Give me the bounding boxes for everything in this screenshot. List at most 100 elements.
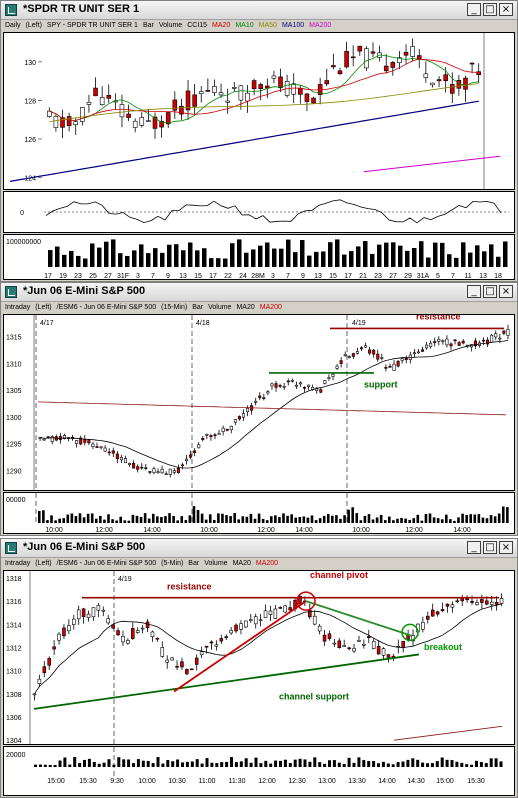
price-bar [165, 112, 171, 125]
volume-pane[interactable]: 20000 15:00 15:30 9:30 10:00 10:30 11:00 11:30 1… [3, 746, 515, 796]
volume-bar [217, 513, 220, 523]
volume-bar [74, 516, 78, 523]
price-bar [160, 647, 165, 657]
volume-bar [426, 763, 429, 767]
volume-bar [230, 243, 235, 267]
x-axis-label: 22 [224, 273, 232, 280]
price-bar [380, 357, 384, 359]
x-axis-label: 28M [251, 273, 265, 280]
chart-header: Intraday (Left) /ESM6 - Jun 06 E-Mini S&P … [5, 560, 283, 567]
x-axis-label: 17 [44, 273, 52, 280]
price-bar [351, 353, 355, 357]
volume-bar [494, 758, 498, 767]
header-field: MA200 [255, 560, 279, 567]
close-icon[interactable]: × [499, 3, 513, 16]
header-field: Daily [5, 22, 21, 29]
close-icon[interactable]: × [499, 285, 513, 298]
price-bar [263, 610, 268, 618]
volume-bar [58, 518, 61, 523]
volume-bar [405, 250, 410, 267]
maximize-icon[interactable]: □ [483, 541, 497, 554]
maximize-icon[interactable]: □ [483, 3, 497, 16]
volume-bar [503, 241, 508, 267]
price-bar [347, 356, 351, 358]
volume-bar [286, 239, 291, 267]
volume-bar [171, 761, 175, 767]
volume-bar [398, 245, 403, 267]
volume-bar [347, 509, 350, 523]
volume-bar [174, 244, 179, 267]
volume-bar [48, 764, 52, 767]
price-bar [271, 75, 277, 79]
price-bar [362, 644, 366, 646]
ma20-line [39, 340, 509, 469]
price-bar [86, 102, 92, 105]
channel-pivot-label: channel pivot [310, 571, 368, 580]
price-bar [443, 74, 448, 82]
volume-bar [356, 246, 361, 267]
price-bar [282, 386, 286, 388]
price-pane[interactable]: 1318 1316 1314 1312 1310 1308 1306 1304 4/19 resi… [3, 570, 515, 745]
cci-pane[interactable]: 0 [3, 191, 515, 233]
title-bar[interactable]: *SPDR TR UNIT SER 1 _ □ × [1, 1, 517, 20]
volume-bar [343, 515, 346, 523]
title-bar[interactable]: *Jun 06 E-Mini S&P 500 _ □ × [1, 283, 517, 302]
price-bar [376, 645, 381, 655]
volume-bar [314, 520, 318, 523]
price-bar [482, 339, 486, 342]
volume-bar [118, 253, 123, 267]
price-bar [37, 678, 42, 684]
price-bar [136, 466, 140, 470]
price-pane[interactable]: 1315 1310 1305 1300 1295 1290 4/17 4/18 4/19 resi… [3, 314, 515, 491]
maximize-icon[interactable]: □ [483, 285, 497, 298]
y-axis-label: 1295 [6, 442, 22, 449]
price-bar [430, 82, 435, 86]
header-field: MA20 [236, 304, 255, 311]
title-bar[interactable]: *Jun 06 E-Mini S&P 500 _ □ × [1, 539, 517, 558]
x-axis-label: 23 [74, 273, 82, 280]
price-bar [381, 648, 386, 656]
minimize-icon[interactable]: _ [467, 3, 481, 16]
price-bar [101, 609, 106, 612]
price-bar [253, 616, 258, 625]
price-bar [72, 618, 76, 625]
header-field: (Left) [35, 304, 52, 311]
price-bar [291, 83, 297, 95]
volume-bar [363, 515, 367, 523]
price-bar [266, 391, 270, 394]
volume-pane[interactable]: 100000000 17 19 23 25 27 31F 3 7 9 13 15 17 22 24 28M 3 7… [3, 234, 515, 280]
price-bar [344, 51, 349, 68]
price-bar [463, 77, 468, 90]
volume-bar [139, 516, 143, 523]
volume-bar [132, 250, 137, 267]
price-pane[interactable]: 130 128 126 124 [3, 32, 515, 190]
volume-bar [460, 762, 464, 767]
price-bar [201, 438, 205, 440]
price-bar [473, 340, 477, 347]
price-bar [93, 87, 98, 97]
x-axis-label: 24 [239, 273, 247, 280]
minimize-icon[interactable]: _ [467, 541, 481, 554]
price-bar [76, 609, 81, 620]
price-bar [66, 116, 72, 127]
volume-bar [501, 506, 505, 523]
header-field: MA100 [281, 22, 305, 29]
volume-bar [455, 761, 459, 767]
close-icon[interactable]: × [499, 541, 513, 554]
volume-pane[interactable]: 00000 10:00 12:00 14:00 10:00 12:00 14:00 10:00… [3, 492, 515, 534]
price-bar [371, 640, 376, 649]
price-bar [32, 693, 37, 696]
volume-bar [265, 520, 269, 523]
window-title: *SPDR TR UNIT SER 1 [23, 3, 140, 15]
volume-bar [230, 757, 233, 767]
volume-bar [119, 516, 122, 523]
volume-bar [420, 520, 424, 523]
volume-bar [62, 518, 66, 523]
volume-bar [249, 513, 253, 523]
volume-bar [38, 764, 42, 767]
volume-bar [499, 761, 503, 767]
price-bar [429, 342, 433, 347]
minimize-icon[interactable]: _ [467, 285, 481, 298]
volume-bar [302, 516, 306, 523]
price-bar [475, 602, 479, 606]
